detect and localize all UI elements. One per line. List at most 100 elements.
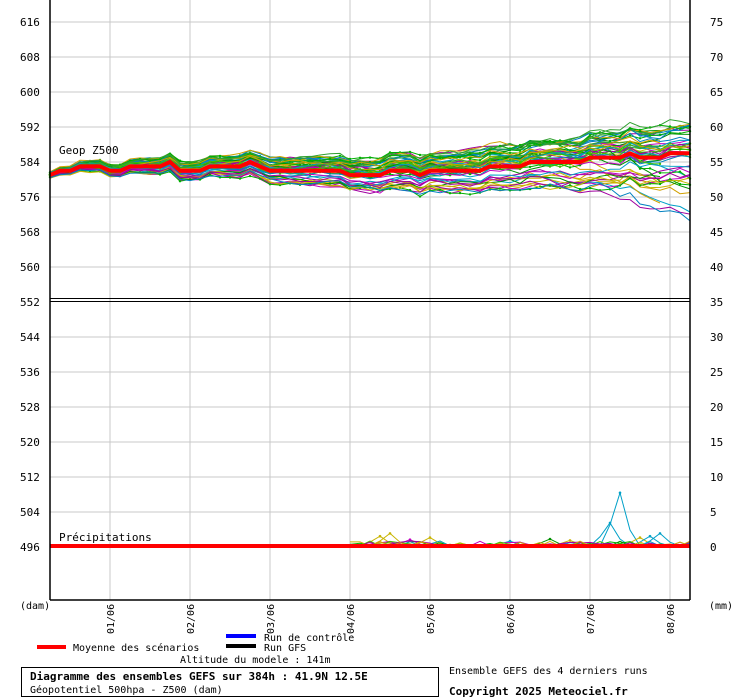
legend-control-label: Run de contrôle <box>264 632 354 644</box>
ensemble-point <box>408 173 412 176</box>
ensemble-point <box>628 127 632 130</box>
ensemble-point <box>418 153 422 157</box>
ensemble-point <box>528 165 532 169</box>
x-tick-label: 01/06 <box>106 604 117 634</box>
y-tick-label-left: 528 <box>20 401 40 414</box>
panel-title-precip: Précipitations <box>59 531 152 544</box>
ensemble-point <box>658 171 662 175</box>
ensemble-point <box>448 164 452 168</box>
x-tick-label: 08/06 <box>666 604 677 634</box>
ensemble-point <box>158 158 162 161</box>
ensemble-point <box>568 166 572 169</box>
ensemble-point <box>588 186 592 190</box>
y-tick-label-left: 504 <box>20 506 40 519</box>
ensemble-point <box>368 156 372 159</box>
ensemble-point <box>248 174 252 178</box>
y-tick-label-right: 15 <box>710 436 723 449</box>
ensemble-point <box>468 157 472 161</box>
precip-point <box>408 538 412 541</box>
ensemble-point <box>638 137 642 140</box>
y-tick-label-left: 576 <box>20 191 40 204</box>
ensemble-point <box>358 156 362 159</box>
ensemble-point <box>648 167 652 170</box>
ensemble-point <box>658 162 662 166</box>
x-tick-label: 07/06 <box>586 604 597 634</box>
ensemble-point <box>628 134 632 137</box>
y-tick-label-right: 70 <box>710 51 723 64</box>
panel-title-z500: Geop Z500 <box>59 144 119 157</box>
y-tick-label-left: 616 <box>20 16 40 29</box>
y-tick-label-left: 600 <box>20 86 40 99</box>
right-unit-label: (mm) <box>709 601 733 612</box>
ensemble-point <box>468 193 472 196</box>
ensemble-point <box>558 165 562 168</box>
ensemble-point <box>398 174 402 178</box>
ensemble-point <box>268 183 272 186</box>
ensemble-point <box>348 160 352 164</box>
ensemble-point <box>578 187 582 191</box>
ensemble-point <box>158 173 162 176</box>
ensemble-point <box>598 151 602 155</box>
ensemble-point <box>608 139 612 143</box>
x-tick-label: 05/06 <box>426 604 437 634</box>
ensemble-point <box>418 166 422 170</box>
ensemble-point <box>478 159 482 162</box>
left-unit-label: (dam) <box>20 601 50 612</box>
ensemble-point <box>568 184 572 187</box>
ensemble-point <box>438 188 442 191</box>
ensemble-point <box>318 159 322 162</box>
ensemble-point <box>658 133 662 136</box>
ensemble-point <box>238 177 242 180</box>
y-tick-label-left: 544 <box>20 331 40 344</box>
ensemble-point <box>438 156 442 159</box>
ensemble-point <box>228 176 232 179</box>
y-tick-label-left: 536 <box>20 366 40 379</box>
ensemble-point <box>618 159 622 163</box>
ensemble-point <box>408 188 412 192</box>
ensemble-point <box>648 162 652 165</box>
ensemble-point <box>388 154 392 157</box>
ensemble-point <box>388 187 392 191</box>
ensemble-point <box>518 149 522 152</box>
ensemble-point <box>428 154 432 157</box>
ensemble-point <box>328 165 332 169</box>
ensemble-point <box>518 167 522 171</box>
y-tick-label-right: 0 <box>710 541 717 554</box>
altitude-label: Altitude du modele : 141m <box>180 655 331 666</box>
ensemble-point <box>138 161 142 164</box>
ensemble-member-line <box>49 136 661 175</box>
ensemble-point <box>568 149 572 152</box>
ensemble-point <box>648 182 652 185</box>
y-tick-label-left: 592 <box>20 121 40 134</box>
ensemble-point <box>218 159 222 163</box>
y-tick-label-right: 55 <box>710 156 723 169</box>
precip-point <box>428 536 432 539</box>
mean-line-z500 <box>49 151 690 178</box>
y-tick-label-left: 560 <box>20 261 40 274</box>
y-tick-label-left: 552 <box>20 296 40 309</box>
precip-member-line <box>599 491 641 547</box>
y-tick-label-right: 75 <box>710 16 723 29</box>
ensemble-point <box>658 182 662 186</box>
legend-mean-label: Moyenne des scénarios <box>73 642 199 654</box>
ensemble-point <box>678 170 682 173</box>
ensemble-note: Ensemble GEFS des 4 derniers runs <box>449 666 648 677</box>
ensemble-member-line <box>49 169 691 222</box>
ensemble-point <box>408 150 412 154</box>
ensemble-point <box>258 177 262 180</box>
ensemble-member-line <box>49 161 691 187</box>
ensemble-point <box>538 143 542 146</box>
ensemble-point <box>408 161 412 165</box>
ensemble-point <box>338 158 342 162</box>
ensemble-point <box>498 187 502 190</box>
ensemble-point <box>608 153 612 156</box>
copyright-text: Copyright 2025 Meteociel.fr <box>449 685 628 698</box>
precip-point <box>508 539 512 543</box>
x-tick-label: 03/06 <box>266 604 277 634</box>
ensemble-member-line <box>49 167 691 215</box>
y-tick-label-right: 45 <box>710 226 723 239</box>
ensemble-point <box>558 139 562 142</box>
ensemble-point <box>618 148 622 151</box>
y-tick-label-left: 584 <box>20 156 40 169</box>
